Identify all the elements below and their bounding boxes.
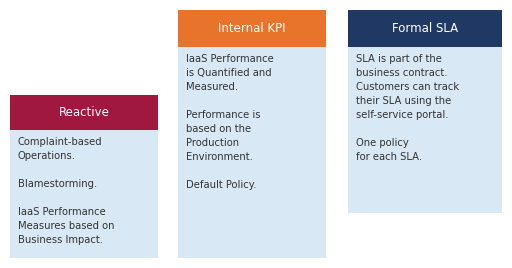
Text: Complaint-based
Operations.

Blamestorming.

IaaS Performance
Measures based on
: Complaint-based Operations. Blamestormin… [18, 137, 115, 245]
Bar [10, 95, 158, 130]
Text: SLA is part of the
business contract.
Customers can track
their SLA using the
se: SLA is part of the business contract. Cu… [356, 54, 459, 162]
Bar [178, 47, 326, 258]
Text: Reactive: Reactive [58, 106, 110, 119]
Bar [178, 10, 326, 47]
Bar [10, 130, 158, 258]
Text: Formal SLA: Formal SLA [392, 22, 458, 35]
Bar [348, 10, 502, 47]
Text: Internal KPI: Internal KPI [218, 22, 286, 35]
Bar [348, 47, 502, 213]
Text: IaaS Performance
is Quantified and
Measured.

Performance is
based on the
Produc: IaaS Performance is Quantified and Measu… [186, 54, 274, 190]
